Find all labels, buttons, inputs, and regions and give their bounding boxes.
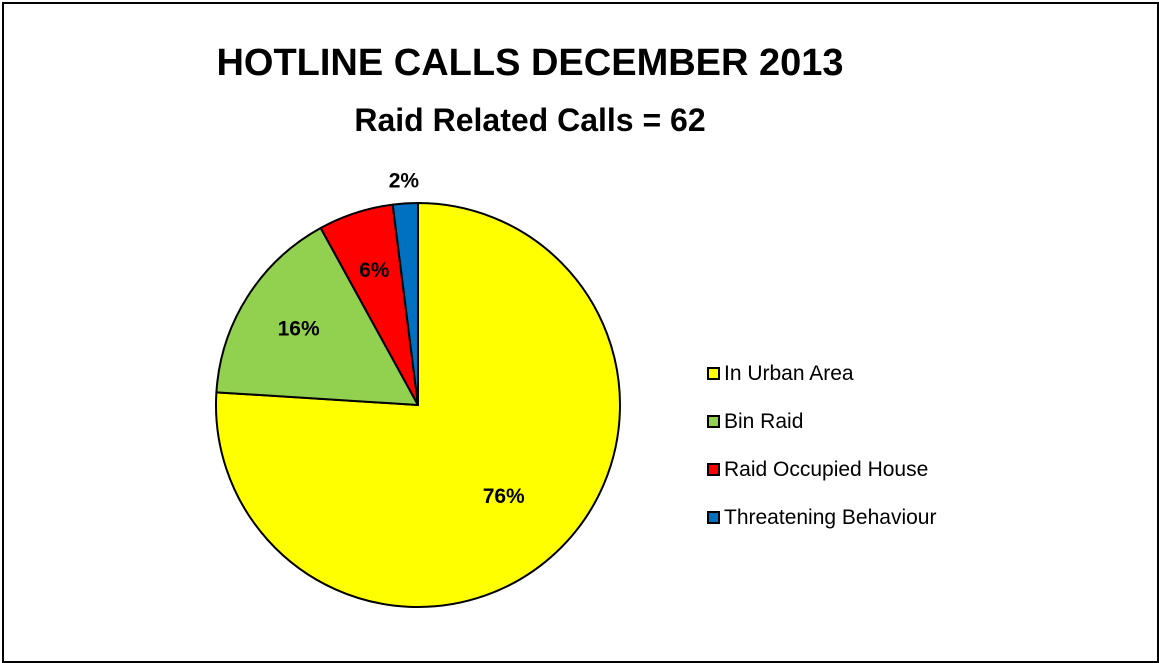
pie-slice-threatening-behaviour [391, 202, 419, 406]
data-label-threatening-behaviour: 2% [389, 170, 420, 193]
legend-item-threatening-behaviour: Threatening Behaviour [707, 506, 936, 529]
legend-item-raid-occupied-house: Raid Occupied House [707, 458, 936, 481]
chart-title: HOTLINE CALLS DECEMBER 2013 [216, 42, 844, 84]
pie-slice-bin-raid [215, 226, 419, 406]
data-label-in-urban-area: 76% [483, 485, 525, 508]
legend-item-in-urban-area: In Urban Area [707, 362, 936, 385]
pie-slices [215, 202, 621, 608]
legend-label-threatening-behaviour: Threatening Behaviour [724, 505, 937, 529]
legend-item-bin-raid: Bin Raid [707, 410, 936, 433]
legend-label-raid-occupied-house: Raid Occupied House [724, 457, 929, 481]
pie-labels: 76% 16% 6% 2% [278, 170, 525, 508]
legend-label-bin-raid: Bin Raid [724, 409, 804, 433]
legend-swatch-in-urban-area [707, 367, 720, 380]
legend-swatch-threatening-behaviour [707, 511, 720, 524]
data-label-bin-raid: 16% [278, 318, 320, 341]
legend-swatch-bin-raid [707, 415, 720, 428]
legend-swatch-raid-occupied-house [707, 463, 720, 476]
chart-legend: In Urban Area Bin Raid Raid Occupied House… [707, 362, 936, 554]
legend-label-in-urban-area: In Urban Area [724, 361, 854, 385]
data-label-raid-occupied-house: 6% [359, 259, 390, 282]
chart-subtitle: Raid Related Calls = 62 [354, 102, 706, 138]
